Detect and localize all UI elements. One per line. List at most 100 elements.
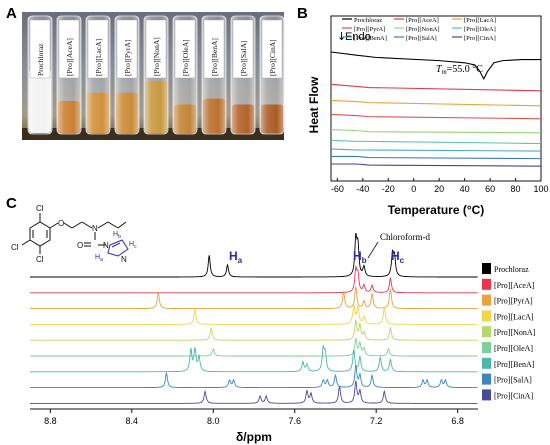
vial-label: [Pro][SalA] [239, 41, 248, 76]
nmr-x-tick-label: 7.6 [288, 416, 301, 426]
dsc-legend-label: [Pro][NonA] [406, 26, 440, 33]
vial-label: [Pro][CinA] [268, 39, 277, 76]
vial: [Pro][LacA] [85, 15, 111, 135]
vial-label: Prochloraz [36, 43, 45, 76]
nmr-legend-label: [Pro][CinA] [494, 391, 533, 400]
dsc-series-line [330, 99, 542, 107]
dsc-series-line [330, 113, 542, 120]
bond [49, 222, 59, 229]
nmr-legend-swatch [482, 263, 491, 274]
structure-hb-label: Hb [113, 231, 121, 240]
vial: [Pro][AceA] [56, 15, 82, 135]
dsc-series-line [330, 139, 542, 145]
vial: [Pro][SalA] [230, 15, 256, 135]
nmr-legend-label: Prochloraz [494, 265, 529, 274]
dsc-x-tick-label: 100 [533, 184, 548, 194]
structure-hc-label: Hc [129, 241, 137, 250]
dsc-x-tick-label: 60 [485, 184, 495, 194]
dsc-legend-label: [Pro][OleA] [464, 26, 496, 33]
dsc-x-tick-label: 80 [511, 184, 521, 194]
structure-cl-left: Cl [11, 243, 19, 252]
nmr-x-axis-label: δ/ppm [236, 430, 272, 444]
vial-label: [Pro][LacA] [94, 39, 103, 76]
nmr-legend-swatch [482, 373, 491, 385]
nmr-spectrum [30, 265, 478, 294]
vial-label: [Pro][PyrA] [123, 40, 132, 76]
nmr-chart: 8.8 8.4 8.0 7.6 7.2 6.8 δ/ppm Ha Hb Hc Chloro… [30, 232, 536, 444]
nmr-ha-label: Ha [229, 249, 243, 265]
bond [107, 221, 119, 229]
dsc-x-tick-label: -40 [356, 184, 369, 194]
dsc-legend-label: [Pro][CinA] [464, 35, 496, 42]
vial-label: [Pro][NonA] [152, 37, 161, 76]
structure-o-carbonyl: O [77, 241, 83, 250]
vial-label: [Pro][OleA] [181, 39, 190, 76]
vial-label-sticker [145, 19, 167, 79]
prochloraz-structure [21, 213, 129, 257]
nmr-hc-label: Hc [391, 249, 405, 265]
dsc-endo-arrow-icon: ↓ [337, 30, 346, 43]
vial-label-sticker [261, 19, 283, 79]
bond [97, 221, 109, 229]
nmr-legend-label: [Pro][NonA] [494, 328, 536, 337]
vial: [Pro][CinA] [259, 15, 285, 135]
vial-label: [Pro][BenA] [210, 38, 219, 76]
dsc-legend-label: [Pro][PyrA] [354, 26, 385, 33]
nmr-legend-label: [Pro][OleA] [494, 344, 533, 353]
dsc-chart: ↓ Endo Tm=55.0 °C Heat Flow Temperature … [307, 15, 549, 217]
vial: [Pro][NonA] [143, 15, 169, 135]
structure-ha-label: Ha [95, 254, 103, 263]
nmr-legend-label: [Pro][BenA] [494, 360, 535, 369]
structure-n-amide: N [92, 224, 98, 233]
panel-a-letter: A [6, 5, 17, 22]
nmr-spectrum [30, 337, 478, 357]
nmr-legend-label: [Pro][SalA] [494, 376, 532, 385]
bond [71, 221, 83, 229]
dsc-series-line [330, 128, 542, 134]
structure-cl-top: Cl [36, 204, 44, 213]
nmr-x-tick-label: 8.0 [207, 416, 220, 426]
nmr-legend-swatch [482, 389, 491, 401]
vial-label-sticker [29, 19, 51, 79]
nmr-legend-swatch [482, 310, 491, 322]
nmr-legend-label: [Pro][LacA] [494, 312, 534, 321]
vial: Prochloraz [27, 15, 53, 135]
bond [63, 222, 73, 229]
structure-n-imidazole-1: N [103, 241, 109, 250]
nmr-legend-swatch [482, 278, 491, 290]
bond [111, 242, 121, 248]
nmr-x-tick-label: 8.4 [126, 416, 139, 426]
vial-label-sticker [232, 19, 254, 79]
dsc-series-line [330, 83, 542, 92]
bond [117, 221, 127, 229]
vial-label-sticker [174, 19, 196, 79]
dsc-series-line [330, 51, 541, 81]
dsc-endo-label: Endo [345, 31, 371, 43]
nmr-spectrum [30, 380, 478, 404]
nmr-x-tick-label: 6.8 [451, 416, 464, 426]
nmr-legend-label: [Pro][PyrA] [494, 297, 533, 306]
dsc-series-line [331, 163, 542, 167]
structure-cl-bottom: Cl [36, 255, 44, 264]
dsc-plot-frame [330, 15, 542, 182]
nmr-legend-swatch [482, 342, 491, 353]
dsc-x-tick-label: 20 [434, 184, 444, 194]
dsc-y-axis-label: Heat Flow [307, 76, 321, 133]
bond [21, 239, 31, 246]
dsc-x-tick-label: 0 [411, 184, 416, 194]
nmr-legend-swatch [482, 294, 491, 306]
nmr-spectrum [30, 364, 478, 389]
dsc-x-tick-label: -20 [382, 184, 395, 194]
dsc-series-line [330, 148, 542, 152]
nmr-solvent-label: Chloroform-d [380, 232, 430, 242]
nmr-spectrum [30, 344, 478, 373]
structure-o-ether: O [58, 219, 64, 228]
vial-label-sticker [116, 19, 138, 79]
vial: [Pro][PyrA] [114, 15, 140, 135]
panel-b-letter: B [297, 5, 308, 22]
vial-label-sticker [58, 19, 80, 79]
dsc-legend-label: [Pro][SalA] [406, 35, 437, 42]
nmr-spectrum [30, 303, 478, 325]
vial: [Pro][OleA] [172, 15, 198, 135]
